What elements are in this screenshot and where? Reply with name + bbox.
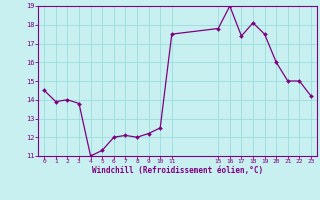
X-axis label: Windchill (Refroidissement éolien,°C): Windchill (Refroidissement éolien,°C) (92, 166, 263, 175)
